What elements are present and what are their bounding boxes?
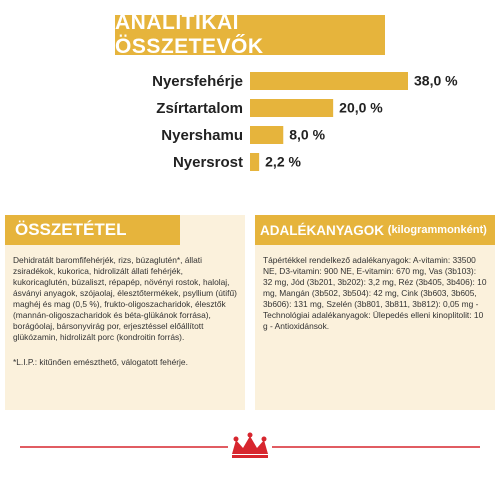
bar bbox=[250, 99, 334, 117]
category-label: Nyershamu bbox=[161, 127, 243, 144]
category-label: Nyersrost bbox=[173, 154, 243, 171]
chart: Nyersfehérje 38,0 % Zsírtartalom 20,0 % Nyer… bbox=[152, 72, 458, 171]
composition-note: *L.I.P.: kitűnően emészthető, válogatott… bbox=[13, 357, 188, 367]
additives-subtitle: (kilogrammonként) bbox=[387, 224, 487, 236]
additives-text: Tápértékkel rendelkező adalékanyagok: A-… bbox=[263, 255, 487, 331]
crown-dot bbox=[261, 436, 267, 442]
crown-dot bbox=[233, 436, 239, 442]
additives-header: ADALÉKANYAGOK (kilogrammonként) bbox=[255, 215, 495, 245]
crown-base bbox=[232, 455, 268, 458]
value-label: 20,0 % bbox=[339, 100, 383, 116]
crown-dot bbox=[247, 432, 253, 438]
bar bbox=[250, 153, 260, 171]
additives-box: ADALÉKANYAGOK (kilogrammonként) Tápérték… bbox=[255, 215, 495, 410]
section-title: ANALITIKAI ÖSSZETEVŐK bbox=[115, 11, 385, 58]
value-label: 8,0 % bbox=[289, 127, 325, 143]
bar bbox=[250, 72, 408, 90]
value-label: 38,0 % bbox=[414, 73, 458, 89]
category-label: Nyersfehérje bbox=[152, 73, 243, 90]
additives-title: ADALÉKANYAGOK bbox=[260, 222, 385, 238]
footer-logo bbox=[20, 432, 480, 460]
value-label: 2,2 % bbox=[265, 154, 301, 170]
composition-text: Dehidratált baromfifehérjék, rizs, búzag… bbox=[13, 255, 237, 342]
bar bbox=[250, 126, 284, 144]
composition-title: ÖSSZETÉTEL bbox=[5, 215, 180, 245]
composition-box: ÖSSZETÉTEL Dehidratált baromfifehérjék, … bbox=[5, 215, 245, 410]
category-label: Zsírtartalom bbox=[156, 100, 243, 117]
crown bbox=[232, 436, 268, 454]
